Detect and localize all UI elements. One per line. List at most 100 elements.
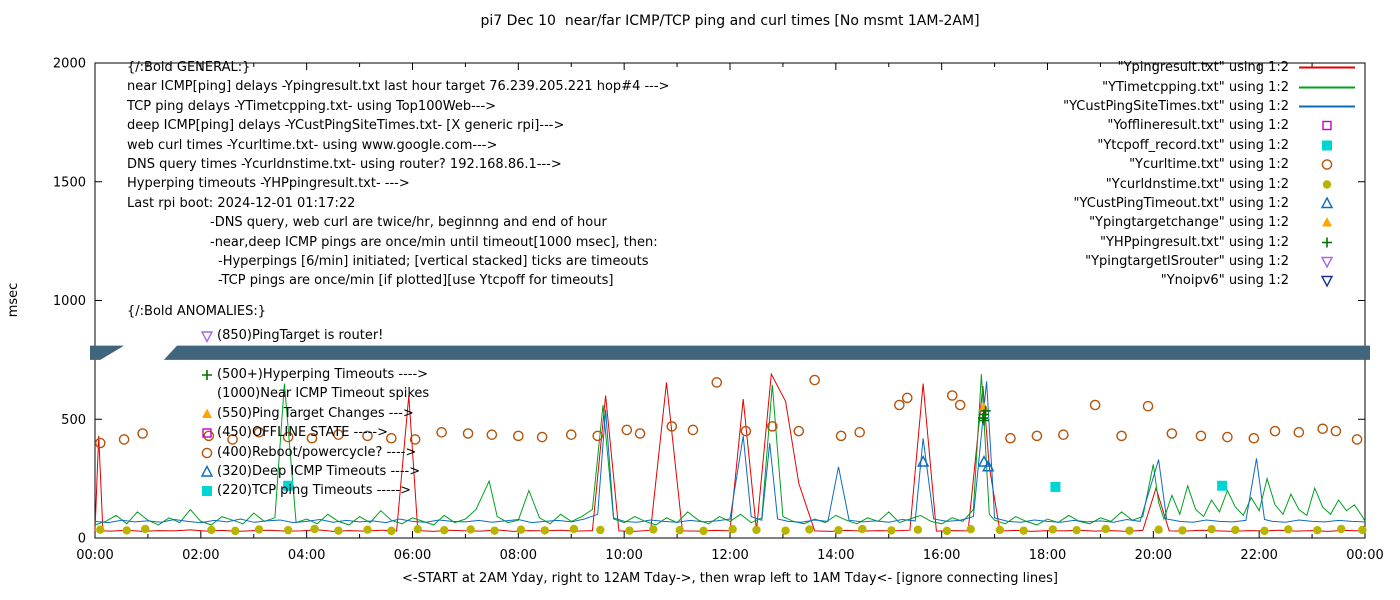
circle-fill-marker bbox=[1072, 525, 1081, 535]
circle-fill-marker bbox=[1231, 525, 1240, 535]
scatter-series-Ycurltime.txt bbox=[94, 374, 1363, 449]
circle-fill-marker bbox=[1207, 525, 1216, 534]
legend-sample bbox=[1298, 235, 1356, 250]
triangle-fill-marker bbox=[202, 408, 212, 418]
legend-item-3: "Yofflineresult.txt" using 1:2 bbox=[1063, 116, 1356, 135]
legend-label: "Ytcpoff_record.txt" using 1:2 bbox=[1097, 137, 1289, 153]
circle-fill-marker bbox=[207, 525, 216, 535]
series-line bbox=[94, 381, 1366, 524]
circle-fill-marker bbox=[1154, 525, 1163, 534]
circle-fill-marker bbox=[540, 526, 549, 535]
anomaly-text: (500+)Hyperping Timeouts ----> bbox=[217, 366, 429, 382]
legend-item-8: "Ypingtargetchange" using 1:2 bbox=[1063, 213, 1356, 232]
circle-fill-marker bbox=[1260, 526, 1269, 536]
square-fill-marker bbox=[1050, 481, 1061, 492]
anomaly-text: (220)TCP ping Timeouts -----> bbox=[217, 483, 412, 499]
triangle-open-marker bbox=[982, 459, 995, 472]
circle-fill-marker bbox=[363, 525, 372, 534]
circle-fill-marker bbox=[887, 526, 896, 535]
circle-open-marker bbox=[894, 399, 905, 411]
circle-fill-marker bbox=[334, 526, 343, 535]
anomaly-row-7: (320)Deep ICMP Timeouts ----> bbox=[200, 462, 429, 481]
legend-sample bbox=[1298, 196, 1356, 211]
square-open-marker bbox=[1322, 121, 1332, 131]
circle-open-marker bbox=[253, 427, 265, 438]
circle-fill-icon bbox=[1322, 179, 1332, 189]
circle-open-marker bbox=[386, 432, 397, 444]
legend-item-4: "Ytcpoff_record.txt" using 1:2 bbox=[1063, 136, 1356, 155]
square-open-marker bbox=[202, 428, 212, 438]
x-tick-label: 00:00 bbox=[1346, 548, 1383, 563]
circle-fill-marker bbox=[675, 525, 684, 535]
circle-open-marker bbox=[946, 390, 958, 401]
circle-fill-marker bbox=[649, 525, 658, 534]
circle-open-marker bbox=[1058, 429, 1069, 440]
circle-open-marker bbox=[1089, 399, 1101, 411]
legend-sample bbox=[1298, 138, 1356, 153]
scatter-series-YCustPingTimeout.txt bbox=[916, 454, 995, 472]
triangle-open-marker bbox=[1320, 196, 1334, 209]
circle-open-marker bbox=[536, 431, 548, 443]
circle-open-marker bbox=[1351, 434, 1363, 445]
general-line-0: {/:Bold GENERAL:} bbox=[127, 60, 251, 75]
circle-open-marker bbox=[835, 430, 847, 442]
circle-fill-marker bbox=[490, 526, 499, 535]
nabla-open-icon bbox=[1320, 256, 1334, 269]
circle-fill-marker bbox=[1322, 179, 1332, 189]
circle-open-marker bbox=[565, 429, 577, 440]
triangle-fill-marker bbox=[1322, 217, 1332, 227]
square-fill-marker bbox=[283, 480, 294, 491]
legend-sample bbox=[1298, 177, 1356, 192]
line-series-YCustPingSiteTimes.txt bbox=[94, 381, 1366, 524]
line-icon bbox=[1299, 105, 1355, 108]
anomalies-header: {/:Bold ANOMALIES:} bbox=[127, 304, 267, 319]
circle-open-marker bbox=[201, 447, 213, 458]
circle-open-marker bbox=[462, 428, 474, 439]
scatter-series-Ycurldnstime.txt bbox=[96, 524, 1367, 536]
line-icon bbox=[1299, 86, 1355, 89]
x-tick-label: 10:00 bbox=[605, 548, 642, 563]
triangle-open-marker bbox=[977, 454, 991, 467]
legend-sample bbox=[1298, 215, 1356, 230]
x-tick-label: 06:00 bbox=[394, 548, 431, 563]
circle-fill-marker bbox=[913, 525, 923, 534]
circle-open-marker bbox=[1293, 427, 1305, 438]
legend-item-10: "YpingtargetISrouter" using 1:2 bbox=[1063, 252, 1356, 271]
x-tick-label: 08:00 bbox=[500, 548, 537, 563]
legend-item-5: "Ycurltime.txt" using 1:2 bbox=[1063, 155, 1356, 174]
circle-open-marker bbox=[513, 430, 524, 442]
general-annotations: {/:Bold GENERAL:} near ICMP[ping] delays … bbox=[127, 58, 669, 291]
circle-fill-marker bbox=[141, 524, 150, 534]
y-tick-label: 1500 bbox=[53, 175, 86, 190]
x-tick-label: 12:00 bbox=[711, 548, 748, 563]
legend-label: "YpingtargetISrouter" using 1:2 bbox=[1085, 254, 1289, 270]
circle-open-marker bbox=[436, 427, 447, 438]
square-fill-marker bbox=[1322, 140, 1332, 151]
circle-open-marker bbox=[1116, 430, 1127, 442]
circle-fill-marker bbox=[805, 525, 814, 534]
circle-open-icon bbox=[1321, 159, 1333, 170]
circle-fill-marker bbox=[413, 525, 422, 534]
square-fill-marker bbox=[202, 486, 212, 497]
circle-open-marker bbox=[809, 374, 820, 386]
nabla-open-icon bbox=[1320, 276, 1334, 288]
circle-fill-marker bbox=[781, 526, 790, 535]
anomaly-text: (320)Deep ICMP Timeouts ----> bbox=[217, 463, 421, 479]
circle-open-marker bbox=[621, 424, 633, 436]
legend-sample bbox=[1298, 80, 1356, 95]
circle-fill-marker bbox=[995, 525, 1005, 535]
circle-fill-marker bbox=[1125, 526, 1134, 535]
circle-fill-marker bbox=[1019, 526, 1028, 535]
nabla-open-marker bbox=[1320, 256, 1334, 269]
circle-fill-marker bbox=[283, 525, 293, 535]
nabla-open-marker bbox=[200, 331, 214, 344]
y-tick-label: 500 bbox=[61, 413, 86, 428]
circle-fill-marker bbox=[310, 524, 319, 534]
no-marker bbox=[200, 348, 217, 363]
general-line-6: Hyperping timeouts -YHPpingresult.txt- -… bbox=[127, 176, 410, 192]
circle-open-marker bbox=[486, 429, 498, 440]
x-tick-label: 14:00 bbox=[817, 548, 854, 563]
x-tick-label: 04:00 bbox=[288, 548, 325, 563]
legend-label: "Ynoipv6" using 1:2 bbox=[1160, 273, 1289, 289]
x-tick-label: 00:00 bbox=[76, 548, 113, 563]
